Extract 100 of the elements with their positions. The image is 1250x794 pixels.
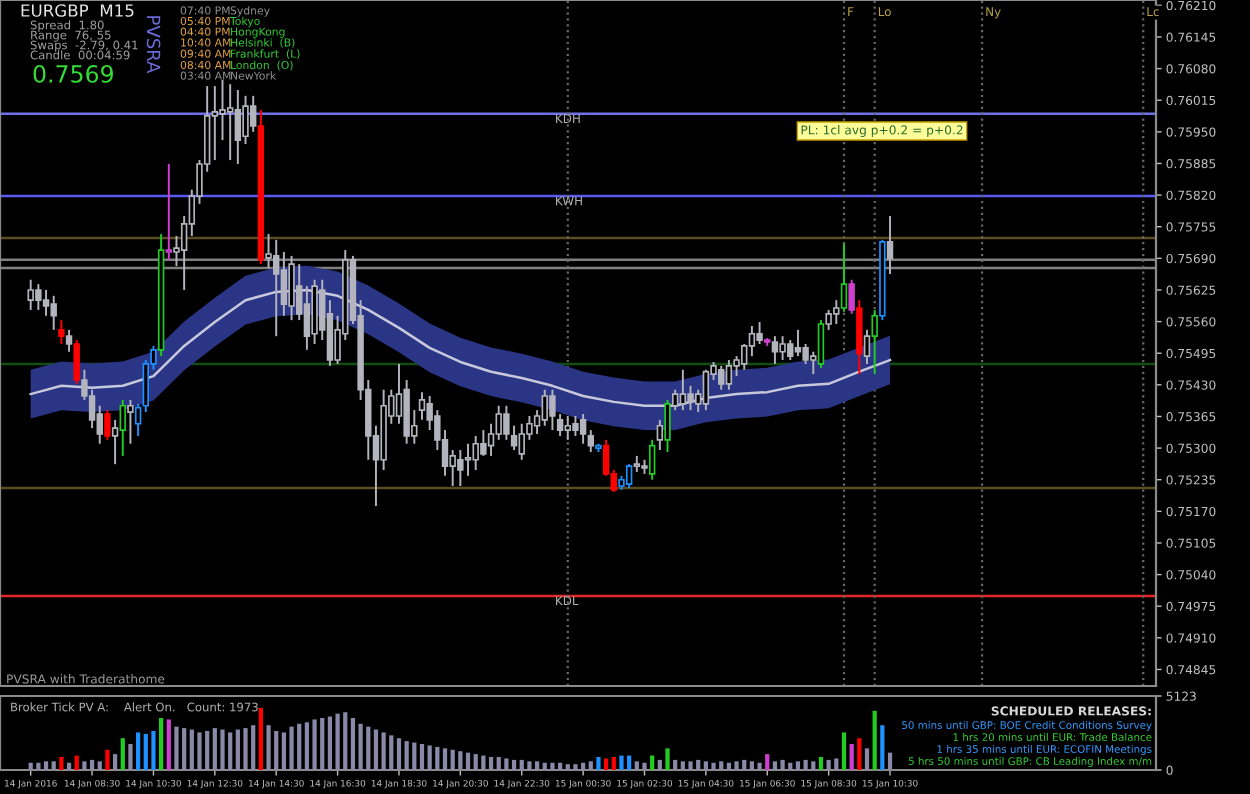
bar [719,761,724,770]
bar [811,761,816,770]
bar [604,758,609,770]
bar [527,761,532,770]
candlestick [518,422,525,461]
bar [36,762,41,770]
candlestick [104,409,111,441]
bar [887,752,893,770]
bar [757,762,762,770]
candlestick [226,83,234,162]
candlestick [311,278,318,345]
bar [89,759,95,770]
candlestick [748,325,756,358]
bar [473,754,478,770]
bar [396,738,402,770]
bar [159,718,164,770]
bar [450,749,455,770]
bar [565,764,570,770]
bar [350,718,356,770]
bar [557,762,563,770]
candlestick [587,429,595,453]
bar [765,754,770,770]
candlestick [249,94,257,133]
candlestick [725,359,733,391]
bar [465,752,471,770]
bar [596,757,601,770]
candlestick [817,319,825,369]
bar [51,761,56,770]
bar [627,755,632,770]
bar [688,761,693,770]
bar [404,741,409,770]
bar [573,764,578,770]
bar [281,732,286,770]
bar [680,761,685,770]
bar [849,744,854,770]
candlestick [303,285,311,351]
bar [488,757,494,770]
bar [120,738,125,770]
bar [266,725,271,770]
bar [419,744,425,770]
bar [435,746,440,770]
bar [312,719,317,770]
bar [366,726,371,770]
bar [304,722,310,770]
bar [243,728,248,770]
bar [857,738,862,770]
bar [235,729,240,770]
candlestick [472,434,479,471]
candlestick [464,442,472,477]
bar [82,761,87,770]
bar [481,755,486,770]
bar [504,758,509,770]
bar [749,761,755,770]
candlestick [418,391,426,421]
candlestick [549,388,556,432]
bar [59,757,64,770]
annotation: 0.7569 [33,64,113,83]
bar [151,731,156,770]
bar [174,726,179,770]
candlestick [27,278,34,311]
bar [182,728,187,770]
bar [880,725,885,770]
bar [703,761,708,770]
bar [772,761,778,770]
candlestick [840,242,848,313]
bar [864,748,870,770]
bar [43,761,49,770]
candlestick [579,413,587,445]
candlestick [779,335,786,361]
bar [795,761,801,770]
bar [228,732,233,770]
bar [696,759,701,770]
candlestick [50,294,57,331]
candlestick [718,364,725,391]
bar [542,762,547,770]
bar [327,716,333,770]
bar [251,725,256,770]
candlestick [648,438,656,481]
candlestick [119,398,126,457]
candlestick [127,398,134,445]
bar [788,762,793,770]
bar [297,723,302,770]
candlestick [679,368,687,412]
candlestick [541,388,548,427]
bar [511,759,517,770]
bar [442,748,448,770]
candlestick [787,339,794,361]
bar [834,758,839,770]
bar [742,759,747,770]
bar [381,732,386,770]
bar [642,762,647,770]
bar [818,757,824,770]
bar [458,751,463,770]
bar [66,762,72,770]
candlestick [280,251,288,317]
bar [581,762,586,770]
bar [673,759,678,770]
bar [205,731,210,770]
bar [803,759,808,770]
candlestick [42,289,50,317]
